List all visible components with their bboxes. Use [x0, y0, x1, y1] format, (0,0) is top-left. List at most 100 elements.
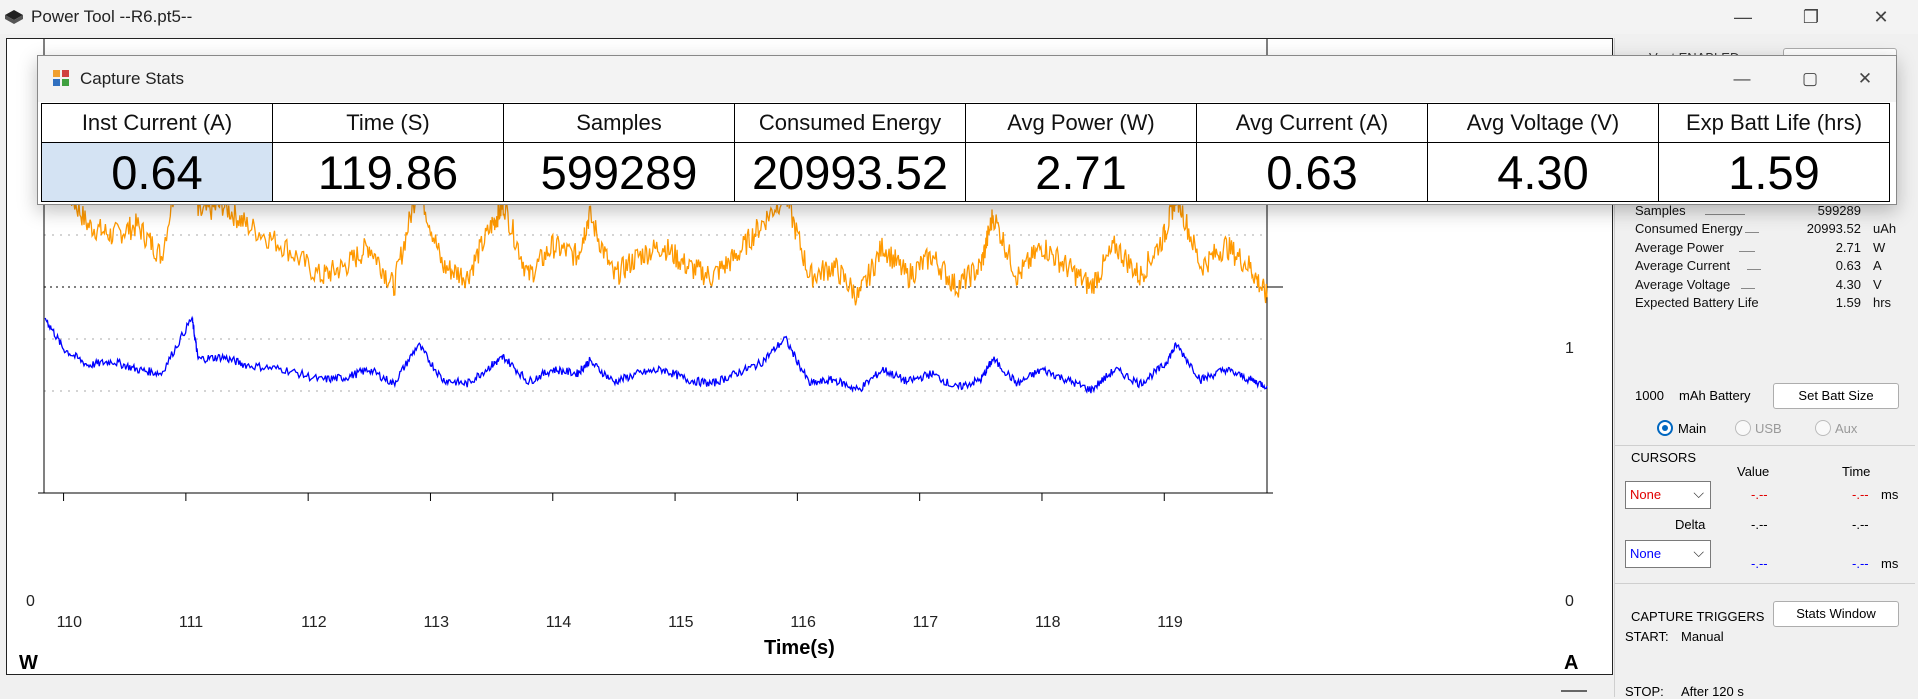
stat-unit: V: [1873, 276, 1882, 292]
cursor2-value: -.--: [1751, 556, 1768, 571]
stat-leader-line: [1739, 250, 1755, 252]
stat-label: Average Voltage: [1635, 276, 1731, 292]
maximize-button[interactable]: ❐: [1802, 7, 1820, 27]
stats-window-button[interactable]: Stats Window: [1773, 601, 1899, 627]
cursor-delta-time: -.--: [1852, 517, 1869, 532]
value-inst-current[interactable]: 0.64: [41, 142, 273, 202]
battery-capacity-value[interactable]: 1000: [1635, 388, 1664, 403]
cursor1-unit: ms: [1881, 487, 1899, 502]
horizontal-scrollbar[interactable]: [6, 678, 1611, 694]
stat-label: Average Current: [1635, 258, 1731, 273]
stat-leader-line: [1741, 287, 1755, 289]
stat-value: 4.30: [1835, 276, 1861, 292]
stat-unit: A: [1873, 258, 1882, 273]
radio-main-label: Main: [1678, 421, 1707, 436]
cursor1-select[interactable]: None ⌵: [1625, 481, 1711, 509]
stop-value: After 120 s: [1681, 684, 1744, 699]
stat-value: 1.59: [1835, 295, 1861, 310]
value-exp-batt-life[interactable]: 1.59: [1658, 142, 1890, 202]
value-avg-current[interactable]: 0.63: [1196, 142, 1428, 202]
x-tick-label: 115: [668, 614, 694, 631]
stat-label: Consumed Energy: [1635, 221, 1743, 236]
triggers-separator: [1615, 583, 1915, 584]
capture-stats-dialog: Capture Stats — ▢ ✕ Inst Current (A) Tim…: [37, 55, 1897, 205]
dialog-minimize-button[interactable]: —: [1733, 69, 1751, 88]
stats-table: Inst Current (A) Time (S) Samples Consum…: [41, 103, 1890, 202]
stats-header-row: Inst Current (A) Time (S) Samples Consum…: [41, 103, 1890, 143]
current-trace: [44, 315, 1268, 394]
stat-row: Average Voltage 4.30 V: [1635, 277, 1895, 297]
header-consumed-energy: Consumed Energy: [734, 103, 966, 143]
window-titlebar: Power Tool --R6.pt5-- — ❐ ✕: [0, 0, 1918, 34]
battery-capacity-label: mAh Battery: [1679, 388, 1751, 403]
radio-aux-label: Aux: [1835, 421, 1858, 436]
stat-row: Samples 599289: [1635, 203, 1895, 223]
cursor2-unit: ms: [1881, 556, 1899, 571]
cursor-delta-value: -.--: [1751, 517, 1768, 532]
right-axis-zero-tick: 0: [1565, 593, 1574, 610]
left-axis-zero-tick: 0: [26, 593, 35, 610]
dialog-close-button[interactable]: ✕: [1857, 69, 1873, 88]
cursor1-time: -.--: [1852, 487, 1869, 502]
cursor2-select[interactable]: None ⌵: [1625, 540, 1711, 568]
header-inst-current: Inst Current (A): [41, 103, 273, 143]
app-icon: [5, 10, 23, 24]
stat-label: Expected Battery Life: [1635, 295, 1759, 310]
x-tick-label: 113: [423, 614, 449, 631]
stat-leader-line: [1745, 232, 1759, 233]
stat-label: Samples: [1635, 202, 1686, 218]
stat-unit: W: [1873, 239, 1886, 255]
window-title: Power Tool --R6.pt5--: [31, 7, 193, 26]
scroll-thumb[interactable]: [1561, 690, 1587, 692]
radio-usb[interactable]: [1735, 420, 1751, 436]
capture-stats-icon: [53, 70, 69, 86]
stat-row: Average Current 0.63 A: [1635, 258, 1895, 278]
cursor2-select-value: None: [1630, 546, 1662, 561]
right-axis-one-tick: 1: [1565, 340, 1574, 357]
power-trace: [45, 94, 1268, 306]
set-batt-size-button[interactable]: Set Batt Size: [1773, 383, 1899, 409]
stat-value: 0.63: [1835, 258, 1861, 273]
header-exp-batt-life: Exp Batt Life (hrs): [1658, 103, 1890, 143]
close-button[interactable]: ✕: [1873, 7, 1889, 27]
cursor-delta-label: Delta: [1675, 517, 1706, 532]
header-avg-power: Avg Power (W): [965, 103, 1197, 143]
header-time: Time (S): [272, 103, 504, 143]
stat-row: Average Power 2.71 W: [1635, 240, 1895, 260]
x-tick-label: 111: [178, 614, 204, 631]
stat-unit: uAh: [1873, 221, 1897, 236]
stat-leader-line: [1747, 269, 1761, 270]
stat-leader-line: [1705, 213, 1745, 215]
value-avg-power[interactable]: 2.71: [965, 142, 1197, 202]
minimize-button[interactable]: —: [1734, 7, 1752, 27]
x-tick-label: 119: [1157, 614, 1183, 631]
cursors-time-header: Time: [1842, 464, 1871, 479]
stat-row: Consumed Energy 20993.52 uAh: [1635, 221, 1897, 241]
x-tick-label: 110: [56, 614, 83, 631]
cursors-separator: [1615, 445, 1915, 446]
capture-triggers-title: CAPTURE TRIGGERS: [1631, 609, 1765, 624]
stat-unit: hrs: [1873, 295, 1892, 310]
x-tick-label: 114: [545, 614, 572, 631]
header-samples: Samples: [503, 103, 735, 143]
x-axis-title: Time(s): [764, 637, 835, 659]
stop-label: STOP:: [1625, 684, 1664, 699]
radio-main[interactable]: [1657, 420, 1673, 436]
value-samples[interactable]: 599289: [503, 142, 735, 202]
stats-value-row: 0.64 119.86 599289 20993.52 2.71 0.63 4.…: [41, 142, 1890, 202]
start-label: START:: [1625, 629, 1669, 644]
cursors-value-header: Value: [1737, 464, 1770, 479]
value-consumed-energy[interactable]: 20993.52: [734, 142, 966, 202]
cursors-title: CURSORS: [1631, 450, 1697, 465]
x-tick-label: 117: [912, 614, 939, 631]
dialog-maximize-button[interactable]: ▢: [1801, 69, 1819, 88]
value-avg-voltage[interactable]: 4.30: [1427, 142, 1659, 202]
value-time[interactable]: 119.86: [272, 142, 504, 202]
stat-value: 20993.52: [1806, 221, 1861, 236]
start-value: Manual: [1681, 629, 1724, 644]
chevron-down-icon: ⌵: [1693, 544, 1704, 560]
radio-aux[interactable]: [1815, 420, 1831, 436]
left-axis-unit: W: [19, 652, 38, 674]
stat-row: Expected Battery Life 1.59 hrs: [1635, 295, 1895, 315]
x-tick-label: 112: [301, 614, 327, 631]
